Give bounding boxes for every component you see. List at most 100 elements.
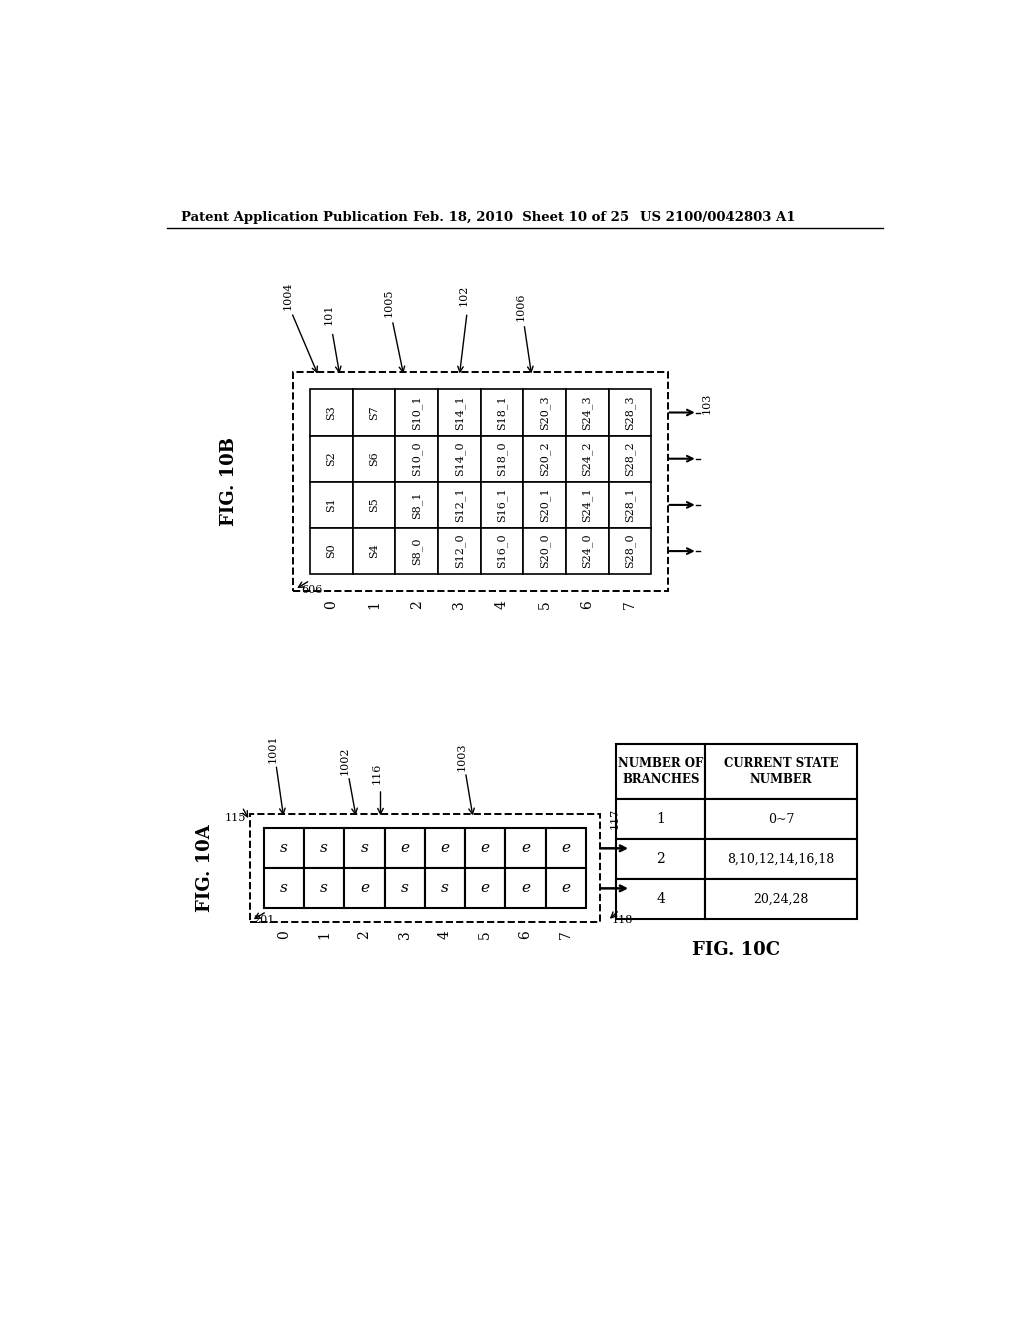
Bar (352, 482, 395, 528)
Bar (425, 869, 465, 908)
Text: s: s (321, 882, 328, 895)
Text: s: s (280, 841, 288, 855)
Text: S0: S0 (327, 544, 337, 558)
Bar (310, 528, 352, 574)
Bar (395, 389, 438, 436)
Bar (608, 389, 651, 436)
Text: s: s (400, 882, 409, 895)
Bar (310, 436, 352, 482)
Text: 4: 4 (656, 892, 666, 906)
Text: s: s (360, 841, 369, 855)
Text: 102: 102 (458, 285, 468, 306)
Bar (385, 869, 425, 908)
Text: 0: 0 (276, 931, 291, 939)
Text: S3: S3 (327, 405, 337, 420)
Bar (506, 829, 546, 869)
Bar (480, 389, 523, 436)
Text: 115: 115 (224, 813, 246, 824)
Text: e: e (561, 882, 570, 895)
Bar (506, 869, 546, 908)
Bar (546, 829, 586, 869)
Text: S24_1: S24_1 (582, 487, 593, 523)
Text: 3: 3 (453, 601, 466, 610)
Bar (566, 528, 608, 574)
Text: S14_0: S14_0 (454, 441, 465, 477)
Text: 201: 201 (254, 915, 274, 924)
Bar (616, 879, 706, 919)
Text: e: e (521, 841, 530, 855)
Text: 1002: 1002 (340, 746, 349, 775)
Text: Patent Application Publication: Patent Application Publication (180, 211, 408, 224)
Bar (616, 840, 706, 879)
Bar (608, 528, 651, 574)
Text: S16_1: S16_1 (497, 487, 507, 523)
Bar (344, 869, 385, 908)
Text: 4: 4 (495, 601, 509, 610)
Text: 101: 101 (324, 304, 334, 326)
Text: S18_1: S18_1 (497, 395, 507, 430)
Bar (395, 528, 438, 574)
Bar (250, 814, 600, 923)
Text: 2: 2 (656, 853, 666, 866)
Bar (385, 829, 425, 869)
Bar (304, 869, 344, 908)
Text: 5: 5 (478, 931, 493, 939)
Text: 6: 6 (518, 931, 532, 939)
Bar (438, 528, 480, 574)
Text: 7: 7 (559, 931, 572, 939)
Bar (438, 436, 480, 482)
Bar (344, 829, 385, 869)
Text: 0: 0 (325, 601, 339, 610)
Text: S10_0: S10_0 (412, 441, 422, 477)
Text: 4: 4 (438, 931, 452, 939)
Text: 1004: 1004 (283, 281, 293, 310)
Text: 1006: 1006 (515, 293, 525, 321)
Text: s: s (441, 882, 449, 895)
Bar (310, 389, 352, 436)
Text: 1001: 1001 (267, 735, 278, 763)
Bar (523, 528, 566, 574)
Text: 1: 1 (367, 601, 381, 610)
Text: e: e (481, 882, 489, 895)
Text: 606: 606 (301, 585, 323, 595)
Bar (293, 372, 669, 591)
Text: S8_1: S8_1 (412, 491, 422, 519)
Text: Feb. 18, 2010  Sheet 10 of 25: Feb. 18, 2010 Sheet 10 of 25 (414, 211, 630, 224)
Text: 2: 2 (357, 931, 372, 939)
Text: S12_0: S12_0 (454, 533, 465, 569)
Bar (352, 436, 395, 482)
Text: S4: S4 (369, 544, 379, 558)
Text: S7: S7 (369, 405, 379, 420)
Text: 3: 3 (397, 931, 412, 939)
Bar (706, 840, 856, 879)
Text: S28_2: S28_2 (625, 441, 635, 477)
Bar (523, 436, 566, 482)
Text: 103: 103 (701, 392, 712, 414)
Text: 117: 117 (610, 808, 621, 829)
Bar (263, 829, 304, 869)
Text: FIG. 10C: FIG. 10C (692, 941, 780, 958)
Bar (480, 528, 523, 574)
Text: S14_1: S14_1 (454, 395, 465, 430)
Bar (523, 389, 566, 436)
Text: s: s (280, 882, 288, 895)
Bar (480, 436, 523, 482)
Text: e: e (481, 841, 489, 855)
Bar (523, 482, 566, 528)
Text: 0~7: 0~7 (768, 813, 795, 825)
Text: S8_0: S8_0 (412, 537, 422, 565)
Text: S5: S5 (369, 498, 379, 512)
Bar (352, 389, 395, 436)
Text: 20,24,28: 20,24,28 (754, 892, 809, 906)
Bar (566, 436, 608, 482)
Bar (706, 743, 856, 799)
Text: NUMBER OF
BRANCHES: NUMBER OF BRANCHES (618, 756, 703, 785)
Text: CURRENT STATE
NUMBER: CURRENT STATE NUMBER (724, 756, 839, 785)
Bar (425, 829, 465, 869)
Text: 6: 6 (581, 601, 594, 610)
Bar (546, 869, 586, 908)
Bar (566, 389, 608, 436)
Text: FIG. 10B: FIG. 10B (220, 437, 238, 527)
Text: S20_0: S20_0 (540, 533, 550, 569)
Text: e: e (440, 841, 450, 855)
